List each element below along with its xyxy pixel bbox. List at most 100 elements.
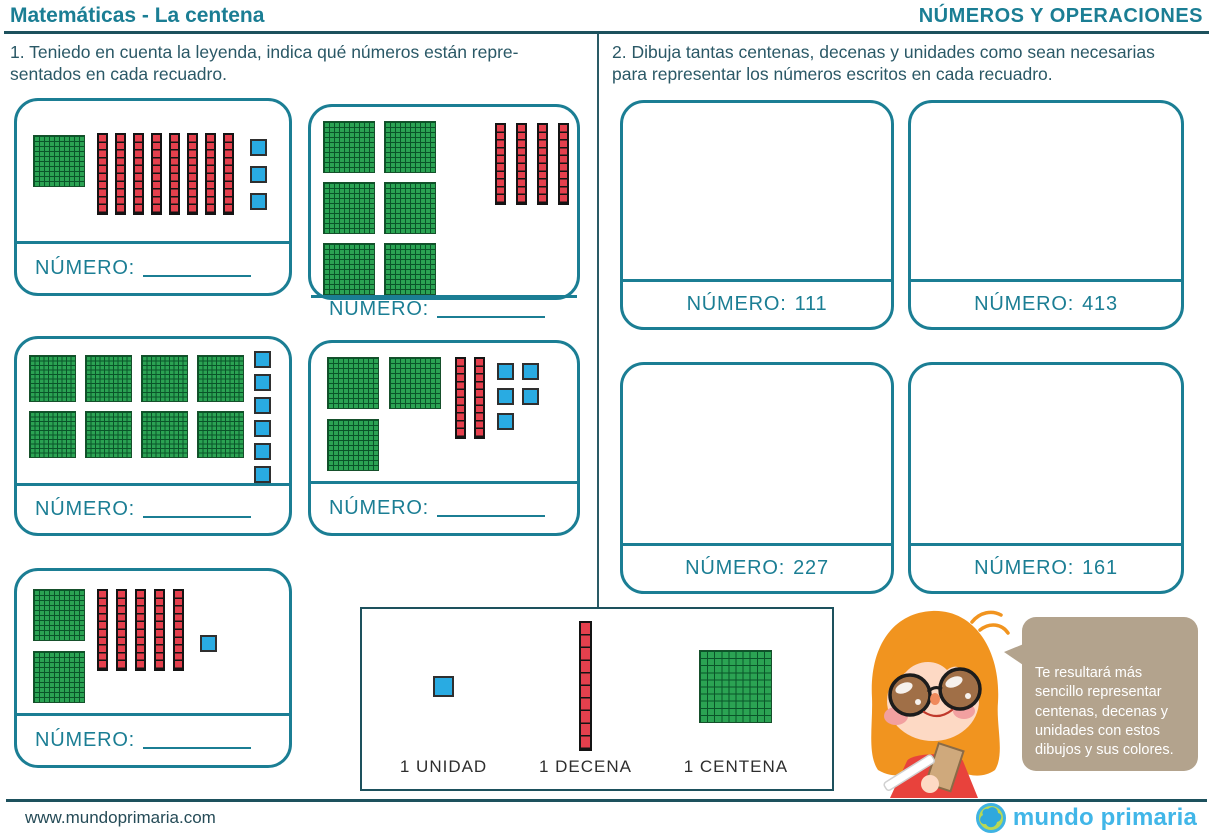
numero-label: NÚMERO: [685,557,786,579]
centena-block [29,411,76,458]
column-divider [597,34,599,607]
unidad-block [254,443,271,460]
legend-box: 1 UNIDAD 1 DECENA 1 CENTENA [360,607,834,791]
legend-label: 1 DECENA [538,757,632,776]
decena-block [537,123,548,205]
footer-divider [6,799,1207,802]
centena-block [85,355,132,402]
numero-label: NÚMERO: [974,293,1075,315]
decena-block [133,133,144,215]
centena-block [389,357,441,409]
numero-label: NÚMERO: [35,498,136,520]
centena-block [327,419,379,471]
centena-block [33,589,85,641]
decena-block-icon [578,617,592,755]
answer-row: NÚMERO: [311,481,577,533]
unidad-block [250,166,267,183]
answer-row: NÚMERO: 413 [911,279,1181,327]
drawing-area[interactable] [623,365,891,543]
numero-value: 161 [1082,557,1118,579]
decena-block [116,589,127,671]
centenas-group [327,357,441,471]
centena-block [384,121,436,173]
numero-label: NÚMERO: [329,298,430,320]
speech-bubble: Te resultará más sencillo representar ce… [1004,617,1198,771]
mundo-primaria-logo: mundo primaria [975,802,1197,834]
drawing-area[interactable] [623,103,891,279]
exercise1-box-1: NÚMERO: [14,98,292,296]
unidad-block [254,374,271,391]
exercise1-box-5: NÚMERO: [14,568,292,768]
drawing-area[interactable] [911,365,1181,543]
globe-icon [975,803,1006,833]
legend-item-unidad: 1 UNIDAD [400,617,487,779]
answer-row: NÚMERO: 161 [911,543,1181,591]
centenas-group [323,121,483,295]
decena-block [169,133,180,215]
unidad-block-icon [433,617,455,755]
centena-block [85,411,132,458]
answer-blank[interactable] [143,502,252,518]
decena-block [455,357,466,439]
drawing-area[interactable] [911,103,1181,279]
exercise1-box-2: NÚMERO: [308,104,580,320]
unidades-group [200,634,217,652]
centena-block [33,651,85,703]
centena-block-icon [699,617,773,755]
decena-block [187,133,198,215]
decenas-group [97,589,184,671]
decena-block [516,123,527,205]
unidad-block [254,466,271,483]
centena-block [327,357,379,409]
speech-text: Te resultará más sencillo representar ce… [1035,665,1174,758]
answer-row: NÚMERO: 111 [623,279,891,327]
answer-row: NÚMERO: [17,713,289,765]
answer-row: NÚMERO: [17,483,289,533]
blocks-area [17,571,289,713]
legend-item-decena: 1 DECENA [539,617,632,779]
centena-block [141,355,188,402]
centena-block [29,355,76,402]
decena-block [115,133,126,215]
numero-label: NÚMERO: [974,557,1075,579]
unidad-block [497,413,514,430]
decena-block [558,123,569,205]
decena-block [151,133,162,215]
centena-block [323,121,375,173]
exercise2-instructions: 2. Dibuja tantas centenas, decenas y uni… [612,42,1155,85]
answer-row: NÚMERO: [311,295,577,321]
answer-row: NÚMERO: 227 [623,543,891,591]
exercise2-box-2: NÚMERO: 413 [908,100,1184,330]
unidad-block [200,634,217,652]
answer-row: NÚMERO: [17,241,289,293]
numero-label: NÚMERO: [329,497,430,519]
header-divider [4,31,1209,34]
blocks-area [311,107,577,295]
answer-blank[interactable] [437,501,546,517]
decena-block [223,133,234,215]
decena-block [205,133,216,215]
decena-block [97,589,108,671]
answer-blank[interactable] [143,261,252,277]
exercise2-box-4: NÚMERO: 161 [908,362,1184,594]
decena-block [135,589,146,671]
exercise1-box-3: NÚMERO: [14,336,292,536]
website-link[interactable]: www.mundoprimaria.com [25,808,216,827]
centena-block [197,355,244,402]
unidad-block [497,388,514,405]
blocks-area [17,339,289,483]
unidades-group [250,139,267,210]
answer-blank[interactable] [143,733,252,749]
blocks-area [311,343,577,481]
centena-block [197,411,244,458]
unidad-block [522,363,539,380]
numero-label: NÚMERO: [686,293,787,315]
numero-value: 413 [1082,293,1118,315]
centena-block [384,182,436,234]
unidad-block [250,139,267,156]
exercise1-box-4: NÚMERO: [308,340,580,536]
speech-bubble-tail [1004,643,1026,667]
decena-block [495,123,506,205]
answer-blank[interactable] [437,302,546,318]
centenas-group [33,135,85,187]
